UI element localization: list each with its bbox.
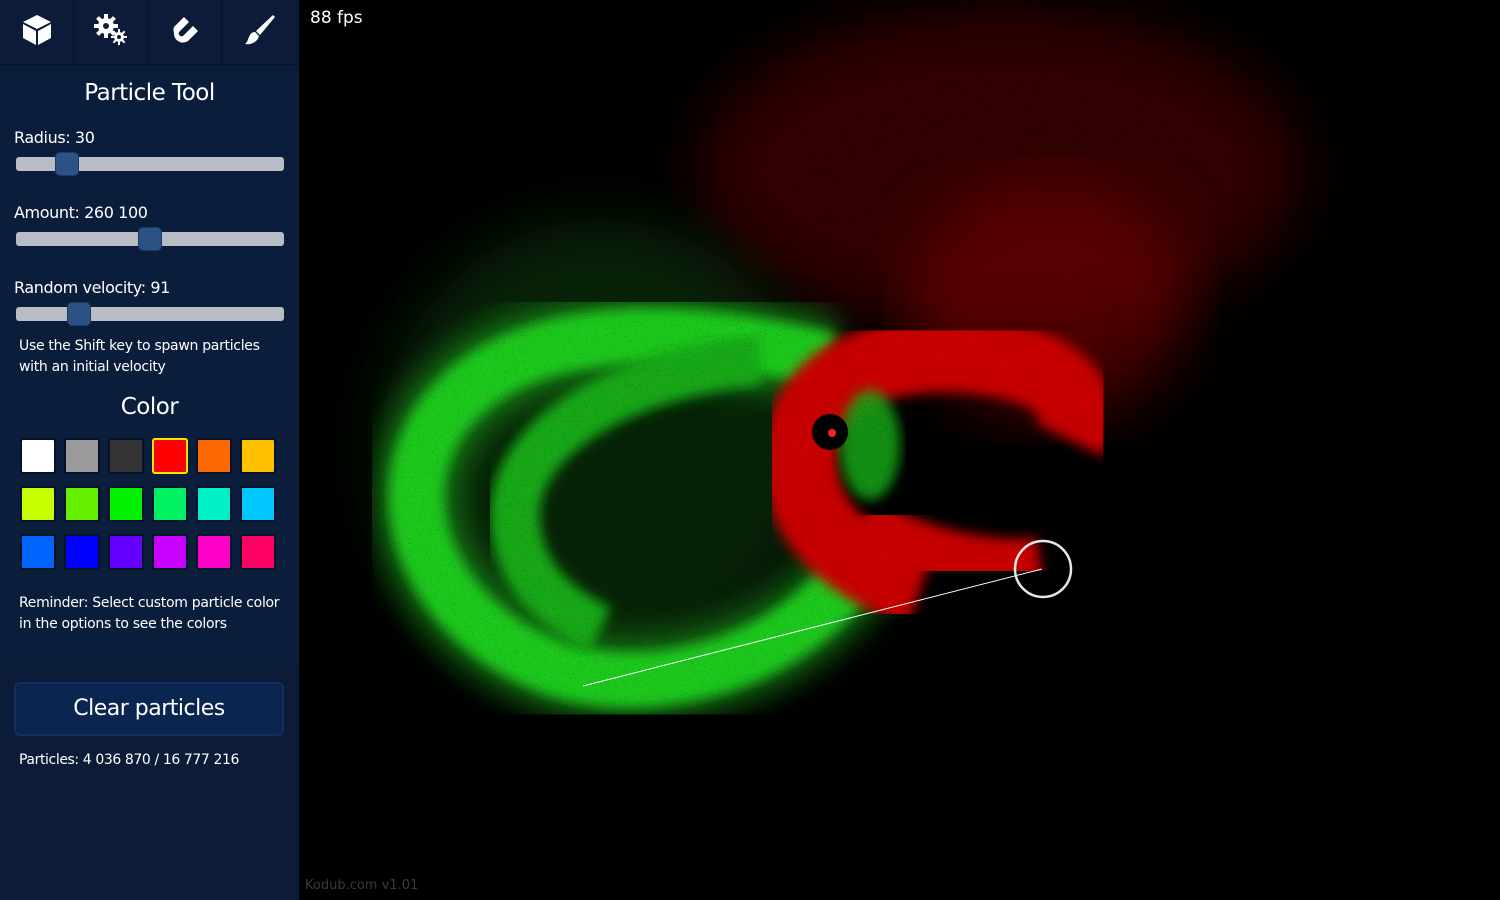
panel-title: Particle Tool bbox=[84, 80, 215, 106]
simulation-canvas[interactable] bbox=[300, 0, 1500, 900]
color-swatch[interactable] bbox=[108, 438, 144, 474]
amount-slider-thumb[interactable] bbox=[138, 227, 162, 251]
amount-slider[interactable] bbox=[16, 227, 284, 251]
reminder-note: Reminder: Select custom particle color i… bbox=[19, 595, 280, 632]
color-swatch[interactable] bbox=[64, 438, 100, 474]
gears-icon bbox=[93, 14, 128, 50]
clear-particles-button[interactable]: Clear particles bbox=[14, 682, 284, 736]
amount-label: Amount: 260 100 bbox=[14, 203, 148, 222]
particle-tool-panel: Particle Tool Radius: 30 Amount: 260 100… bbox=[0, 66, 299, 664]
color-swatch[interactable] bbox=[196, 486, 232, 522]
sidebar: Particle Tool Radius: 30 Amount: 260 100… bbox=[0, 0, 299, 900]
cube-icon bbox=[21, 13, 53, 51]
tool-button-brush[interactable] bbox=[222, 0, 296, 64]
particle-count: Particles: 4 036 870 / 16 777 216 bbox=[19, 752, 240, 768]
radius-slider[interactable] bbox=[16, 152, 284, 176]
color-swatch[interactable] bbox=[20, 438, 56, 474]
shift-note: Use the Shift key to spawn particles wit… bbox=[19, 338, 260, 375]
color-swatch[interactable] bbox=[240, 534, 276, 570]
tool-button-settings[interactable] bbox=[74, 0, 148, 64]
radius-label: Radius: 30 bbox=[14, 128, 95, 147]
color-swatch[interactable] bbox=[152, 486, 188, 522]
velocity-label: Random velocity: 91 bbox=[14, 278, 170, 297]
tool-button-particle[interactable] bbox=[0, 0, 74, 64]
color-swatch[interactable] bbox=[196, 438, 232, 474]
color-swatch[interactable] bbox=[20, 534, 56, 570]
color-swatch[interactable] bbox=[152, 438, 188, 474]
color-title: Color bbox=[120, 394, 179, 420]
color-swatch[interactable] bbox=[240, 438, 276, 474]
color-swatch[interactable] bbox=[64, 534, 100, 570]
radius-slider-thumb[interactable] bbox=[55, 152, 79, 176]
velocity-slider[interactable] bbox=[16, 302, 284, 326]
magnet-icon bbox=[168, 13, 202, 51]
color-swatch[interactable] bbox=[108, 534, 144, 570]
color-swatch[interactable] bbox=[152, 534, 188, 570]
tool-button-magnet[interactable] bbox=[148, 0, 222, 64]
fps-counter: 88 fps bbox=[310, 8, 363, 28]
color-swatch[interactable] bbox=[20, 486, 56, 522]
velocity-slider-thumb[interactable] bbox=[67, 302, 91, 326]
version-label: Kodub.com v1.01 bbox=[305, 878, 419, 893]
color-swatch[interactable] bbox=[196, 534, 232, 570]
brush-icon bbox=[242, 13, 276, 51]
color-swatch[interactable] bbox=[64, 486, 100, 522]
toolbar bbox=[0, 0, 299, 65]
color-swatch[interactable] bbox=[108, 486, 144, 522]
color-swatch[interactable] bbox=[240, 486, 276, 522]
